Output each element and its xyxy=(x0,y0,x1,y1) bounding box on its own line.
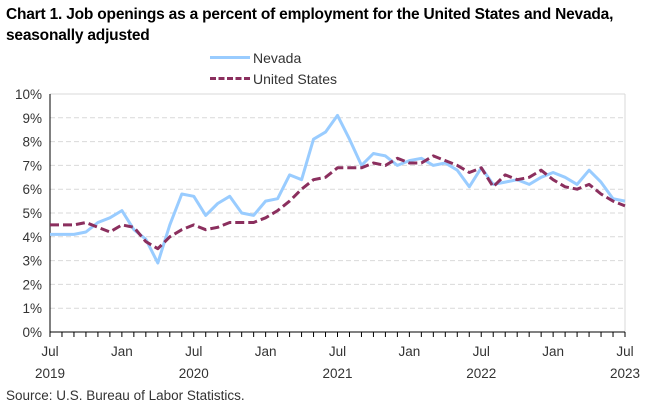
gridlines xyxy=(50,93,625,309)
x-tick-year-label: 2022 xyxy=(466,366,496,381)
x-tick-year-label: 2021 xyxy=(322,366,352,381)
x-tick-label: Jul xyxy=(329,344,346,359)
legend-swatch-nevada xyxy=(210,56,250,59)
y-tick-label: 1% xyxy=(22,301,42,316)
y-tick-label: 5% xyxy=(22,206,42,221)
x-tick-label: Jan xyxy=(255,344,277,359)
x-tick-label: Jul xyxy=(41,344,58,359)
x-tick-label: Jul xyxy=(473,344,490,359)
legend-item-united-states: United States xyxy=(210,68,337,89)
x-tick-label: Jan xyxy=(542,344,564,359)
series-line-united-states xyxy=(50,154,626,251)
legend-item-nevada: Nevada xyxy=(210,47,337,68)
y-tick-label: 10% xyxy=(15,87,42,102)
x-tick-year-label: 2020 xyxy=(179,366,209,381)
y-tick-label: 8% xyxy=(22,135,42,150)
x-tick-year-label: 2023 xyxy=(610,366,640,381)
y-tick-label: 9% xyxy=(22,111,42,126)
x-tick-label: Jul xyxy=(185,344,202,359)
x-tick-label: Jul xyxy=(616,344,633,359)
source-note: Source: U.S. Bureau of Labor Statistics. xyxy=(6,388,245,403)
chart-title: Chart 1. Job openings as a percent of em… xyxy=(6,6,614,44)
x-tick-year-label: 2019 xyxy=(35,366,65,381)
legend-swatch-united-states xyxy=(210,77,250,80)
y-tick-label: 0% xyxy=(22,325,42,340)
y-tick-label: 7% xyxy=(22,158,42,173)
y-tick-label: 6% xyxy=(22,182,42,197)
legend: Nevada United States xyxy=(210,47,337,89)
x-tick-label: Jan xyxy=(398,344,420,359)
y-tick-label: 4% xyxy=(22,230,42,245)
series-lines xyxy=(50,113,626,265)
series-line-nevada xyxy=(50,113,626,265)
x-axis-ticks: Jul 2019 Jan Jul 2020 Jan Jul 2021 Jan Jul 2022 Jan… xyxy=(35,344,640,381)
legend-label-nevada: Nevada xyxy=(253,49,302,66)
y-tick-label: 3% xyxy=(22,254,42,269)
y-tick-label: 2% xyxy=(22,277,42,292)
y-axis-ticks: 0% 1% 2% 3% 4% 5% 6% 7% 8% 9% 10% xyxy=(15,87,42,340)
x-tick-label: Jan xyxy=(111,344,133,359)
axes xyxy=(49,94,626,337)
legend-label-united-states: United States xyxy=(253,70,338,87)
